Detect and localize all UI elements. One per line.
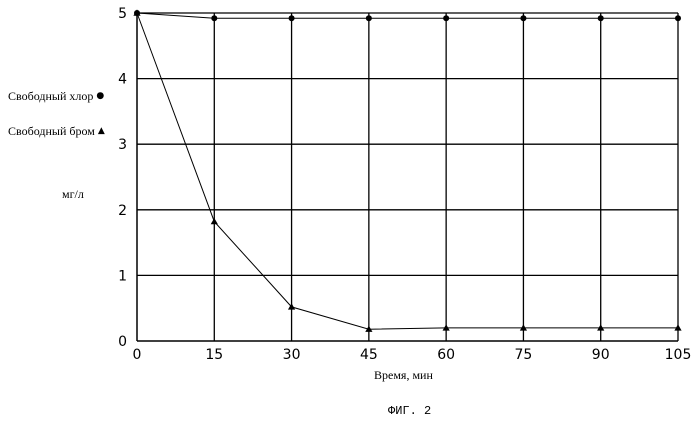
legend-label-bromine: Свободный бром	[8, 124, 95, 138]
tick-labels: 0123450153045607590105	[118, 6, 691, 363]
circle-marker-icon: ●	[96, 91, 104, 101]
series-group	[133, 9, 681, 331]
x-axis-label: Время, мин	[374, 368, 433, 383]
point-1-1	[211, 218, 218, 224]
point-0-1	[211, 15, 217, 21]
point-0-6	[598, 15, 604, 21]
y-tick-label-4: 4	[118, 72, 127, 88]
x-tick-label-1: 15	[205, 347, 223, 363]
x-tick-label-0: 0	[133, 347, 142, 363]
point-0-2	[289, 15, 295, 21]
x-tick-label-5: 75	[515, 347, 533, 363]
x-tick-label-3: 45	[360, 347, 378, 363]
axes	[137, 13, 678, 341]
point-0-7	[675, 15, 681, 21]
series-line-1	[137, 13, 678, 329]
y-axis-label: мг/л	[62, 187, 84, 202]
x-tick-label-7: 105	[665, 347, 692, 363]
x-tick-label-2: 30	[283, 347, 301, 363]
point-0-5	[520, 15, 526, 21]
y-tick-label-5: 5	[118, 6, 127, 22]
point-0-4	[443, 15, 449, 21]
y-tick-label-2: 2	[118, 203, 127, 219]
legend-item-bromine: Свободный бром▲	[8, 124, 105, 139]
y-tick-label-0: 0	[118, 334, 127, 350]
x-tick-label-6: 90	[592, 347, 610, 363]
point-0-3	[366, 15, 372, 21]
y-tick-label-1: 1	[118, 268, 127, 284]
figure-caption: ФИГ. 2	[388, 404, 431, 418]
grid-lines	[137, 13, 678, 341]
legend-item-chlorine: Свободный хлор●	[8, 89, 104, 104]
legend-label-chlorine: Свободный хлор	[8, 89, 93, 103]
y-tick-label-3: 3	[118, 137, 127, 153]
triangle-marker-icon: ▲	[98, 126, 105, 136]
series-line-0	[137, 13, 678, 18]
x-tick-label-4: 60	[437, 347, 455, 363]
